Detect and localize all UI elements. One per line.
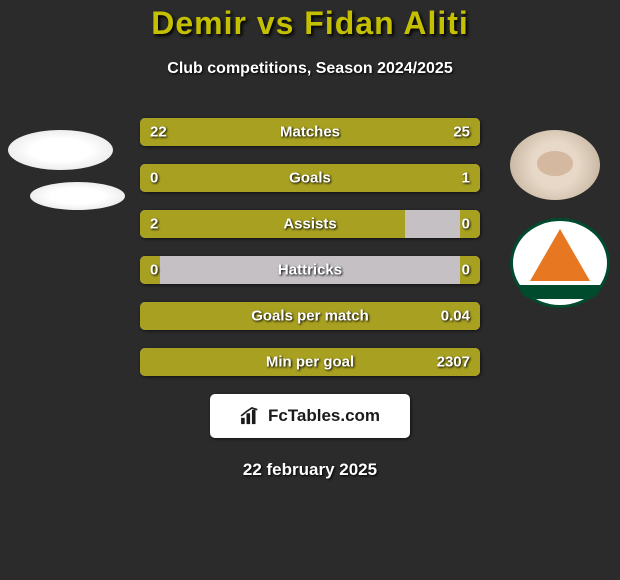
- stat-label: Assists: [283, 216, 336, 233]
- stat-label: Goals: [289, 170, 331, 187]
- stat-value-left: 22: [150, 124, 167, 141]
- stat-value-right: 0: [462, 216, 470, 233]
- stat-value-left: 0: [150, 170, 158, 187]
- stat-bars: 22 25 Matches 0 1 Goals 2 0 Assists 0 0 Hattricks 0.…: [140, 118, 480, 376]
- stat-label: Min per goal: [266, 354, 354, 371]
- player-left-avatar: [8, 130, 113, 170]
- stat-value-right: 0.04: [441, 308, 470, 325]
- comparison-card: Demir vs Fidan Aliti Club competitions, …: [0, 0, 620, 580]
- stat-value-right: 0: [462, 262, 470, 279]
- player-left-block: [8, 130, 125, 210]
- stat-label: Goals per match: [251, 308, 369, 325]
- date-text: 22 february 2025: [0, 460, 620, 480]
- stat-fill-left: [140, 348, 160, 376]
- subtitle: Club competitions, Season 2024/2025: [0, 60, 620, 78]
- stat-label: Matches: [280, 124, 340, 141]
- player-left-club-badge: [30, 182, 125, 210]
- chart-icon: [240, 407, 262, 425]
- player-right-club-badge: [510, 218, 610, 308]
- attribution-text: FcTables.com: [268, 406, 380, 426]
- player-right-avatar: [510, 130, 600, 200]
- stat-row: 0 1 Goals: [140, 164, 480, 192]
- stat-value-right: 2307: [437, 354, 470, 371]
- stat-value-right: 1: [462, 170, 470, 187]
- stat-fill-left: [140, 210, 405, 238]
- attribution-box[interactable]: FcTables.com: [210, 394, 410, 438]
- stat-value-left: 2: [150, 216, 158, 233]
- stat-fill-left: [140, 302, 160, 330]
- stat-label: Hattricks: [278, 262, 342, 279]
- stat-value-left: 0: [150, 262, 158, 279]
- stat-row: 22 25 Matches: [140, 118, 480, 146]
- stat-row: 0.04 Goals per match: [140, 302, 480, 330]
- stat-value-right: 25: [453, 124, 470, 141]
- stat-row: 2307 Min per goal: [140, 348, 480, 376]
- stats-area: 22 25 Matches 0 1 Goals 2 0 Assists 0 0 Hattricks 0.…: [0, 118, 620, 376]
- player-right-block: [510, 130, 610, 308]
- page-title: Demir vs Fidan Aliti: [0, 5, 620, 42]
- stat-row: 2 0 Assists: [140, 210, 480, 238]
- stat-row: 0 0 Hattricks: [140, 256, 480, 284]
